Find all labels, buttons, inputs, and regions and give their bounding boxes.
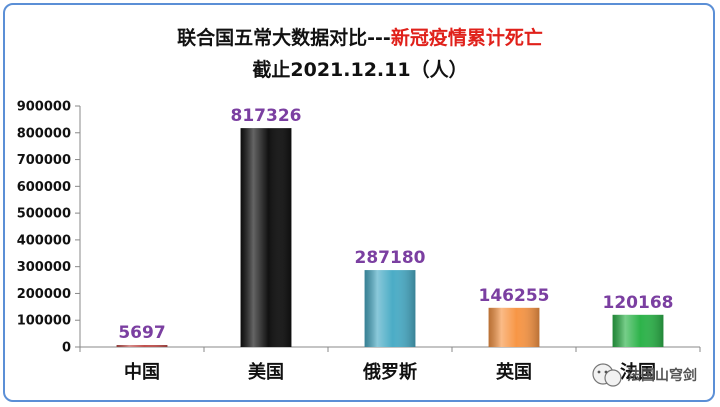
category-label: 法国: [620, 361, 656, 383]
watermark: 法国山穹剑: [592, 363, 697, 387]
y-tick-label: 700000: [17, 153, 71, 168]
y-tick-label: 800000: [17, 126, 71, 141]
bar-0: [116, 345, 168, 347]
category-label: 美国: [248, 361, 284, 383]
chart-title-main: 联合国五常大数据对比---: [177, 26, 391, 49]
y-tick-label: 600000: [17, 180, 71, 195]
chart-subtitle: 截止2021.12.11（人）: [252, 58, 467, 81]
wechat-icon: [592, 363, 622, 387]
y-tick-label: 100000: [17, 314, 71, 329]
bar-1: [240, 128, 292, 347]
value-label: 5697: [118, 323, 165, 343]
chart-title: 联合国五常大数据对比---新冠疫情累计死亡: [177, 26, 543, 49]
watermark-text: 法国山穹剑: [627, 367, 697, 384]
chart-title-highlight: 新冠疫情累计死亡: [391, 26, 543, 49]
y-tick-label: 200000: [17, 287, 71, 302]
y-axis: 0 100000 200000 300000 400000 500000 600000 700…: [17, 100, 81, 356]
value-label: 817326: [231, 106, 302, 126]
y-tick-label: 0: [62, 341, 71, 356]
value-label: 120168: [603, 293, 674, 313]
value-label: 146255: [479, 286, 550, 306]
value-label: 287180: [355, 248, 426, 268]
bars: [116, 128, 664, 347]
category-labels: 中国 美国 俄罗斯 英国 法国: [124, 361, 656, 383]
y-tick-label: 300000: [17, 260, 71, 275]
value-labels: 5697 817326 287180 146255 120168: [118, 106, 673, 343]
category-label: 俄罗斯: [362, 361, 417, 383]
category-label: 中国: [124, 361, 160, 383]
bar-3: [488, 307, 540, 347]
y-tick-label: 900000: [17, 100, 71, 115]
chart-frame: [3, 3, 715, 402]
category-label: 英国: [495, 361, 532, 383]
y-tick-label: 500000: [17, 207, 71, 222]
bar-4: [612, 314, 664, 347]
y-tick-label: 400000: [17, 233, 71, 248]
x-axis: [79, 346, 701, 352]
bar-2: [364, 270, 416, 347]
